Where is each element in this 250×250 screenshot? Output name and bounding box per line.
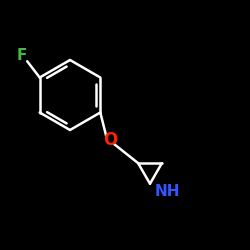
Text: F: F [17,48,28,62]
Text: O: O [103,131,117,149]
Text: NH: NH [155,184,180,199]
